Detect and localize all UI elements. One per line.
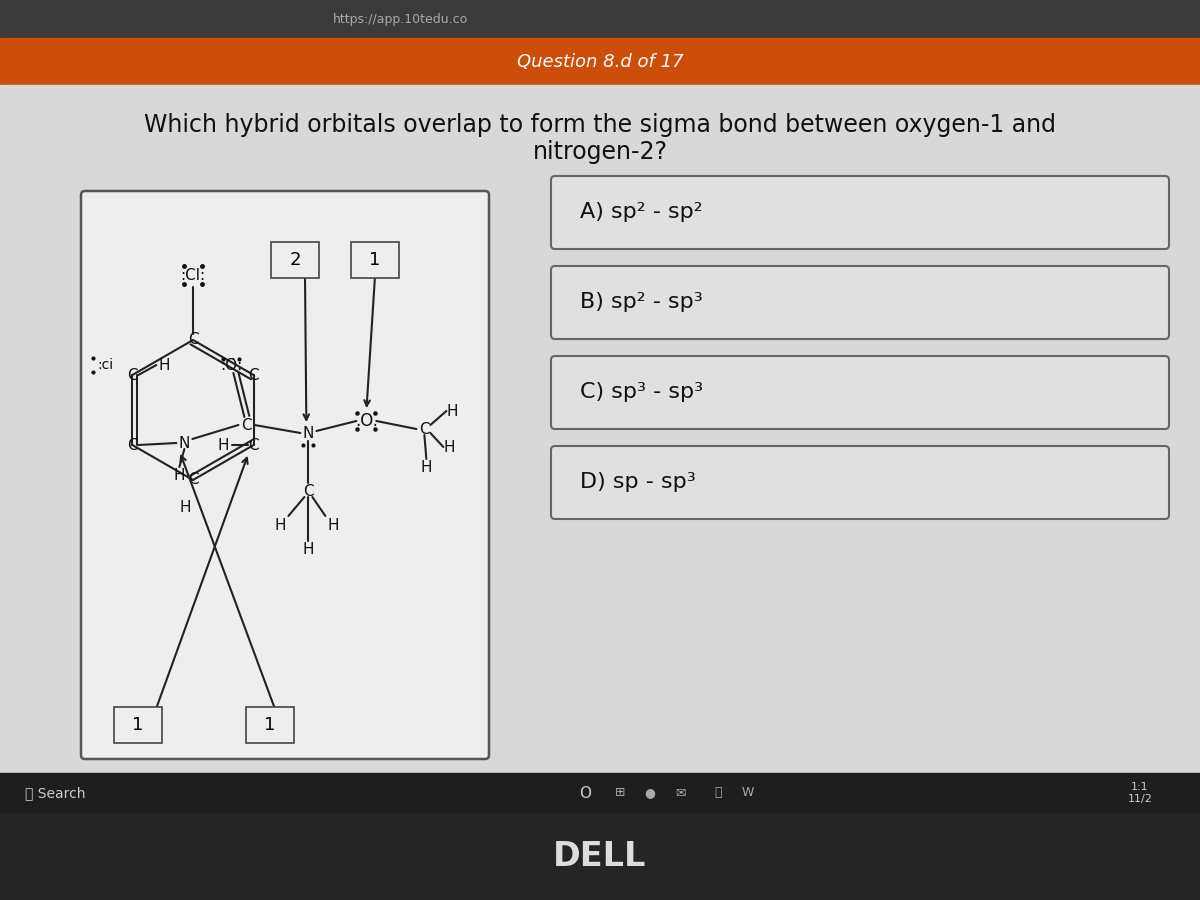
Text: DELL: DELL [553,841,647,874]
Text: N: N [302,426,314,440]
FancyBboxPatch shape [352,242,398,278]
Text: :Cl:: :Cl: [180,267,205,283]
Text: 📁: 📁 [714,787,721,799]
Text: C: C [127,437,138,453]
Bar [0,813,1200,900]
FancyBboxPatch shape [551,446,1169,519]
Text: C: C [187,472,198,488]
Text: H: H [328,518,340,534]
Text: :Ȯ:: :Ȯ: [221,357,242,373]
Text: https://app.10tedu.co: https://app.10tedu.co [332,14,468,26]
Text: 2: 2 [289,251,301,269]
FancyBboxPatch shape [114,707,162,743]
Text: B) sp² - sp³: B) sp² - sp³ [580,292,703,312]
Text: H: H [158,357,170,373]
Text: C: C [241,418,252,433]
Text: ⊞: ⊞ [614,787,625,799]
Text: Question 8.d of 17: Question 8.d of 17 [517,53,683,71]
Text: C: C [419,421,430,436]
Text: O: O [580,786,592,800]
FancyBboxPatch shape [551,176,1169,249]
Bar [0,85,1200,775]
Text: H: H [421,460,432,474]
Text: C: C [248,437,259,453]
Bar [0,0,1200,40]
Text: C: C [248,367,259,382]
FancyBboxPatch shape [246,707,294,743]
Text: 1: 1 [132,716,144,734]
FancyBboxPatch shape [82,191,490,759]
Text: 1: 1 [370,251,380,269]
Text: Which hybrid orbitals overlap to form the sigma bond between oxygen-1 and: Which hybrid orbitals overlap to form th… [144,113,1056,137]
Text: H: H [174,467,185,482]
FancyBboxPatch shape [551,266,1169,339]
Text: :ci: :ci [97,358,113,372]
FancyBboxPatch shape [271,242,319,278]
Text: A) sp² - sp²: A) sp² - sp² [580,202,703,222]
Text: .O.: .O. [355,412,378,430]
Text: H: H [275,518,286,534]
Text: H: H [218,437,229,453]
Text: C: C [304,483,313,499]
Text: H: H [446,403,458,418]
Text: H: H [302,542,314,556]
FancyBboxPatch shape [551,356,1169,429]
Text: 1: 1 [264,716,276,734]
Text: H: H [179,500,191,516]
Text: W: W [742,787,754,799]
Text: ●: ● [644,787,655,799]
Text: C: C [187,332,198,347]
Text: H: H [444,439,455,454]
Text: N: N [179,436,190,451]
Bar [0,773,1200,813]
Text: C) sp³ - sp³: C) sp³ - sp³ [580,382,703,402]
Bar [0,38,1200,85]
Text: ✉: ✉ [674,787,685,799]
Text: nitrogen-2?: nitrogen-2? [533,140,667,164]
Text: D) sp - sp³: D) sp - sp³ [580,472,696,492]
Text: C: C [127,367,138,382]
Text: ⌕ Search: ⌕ Search [25,786,85,800]
Text: 1:1
11/2: 1:1 11/2 [1128,782,1152,804]
